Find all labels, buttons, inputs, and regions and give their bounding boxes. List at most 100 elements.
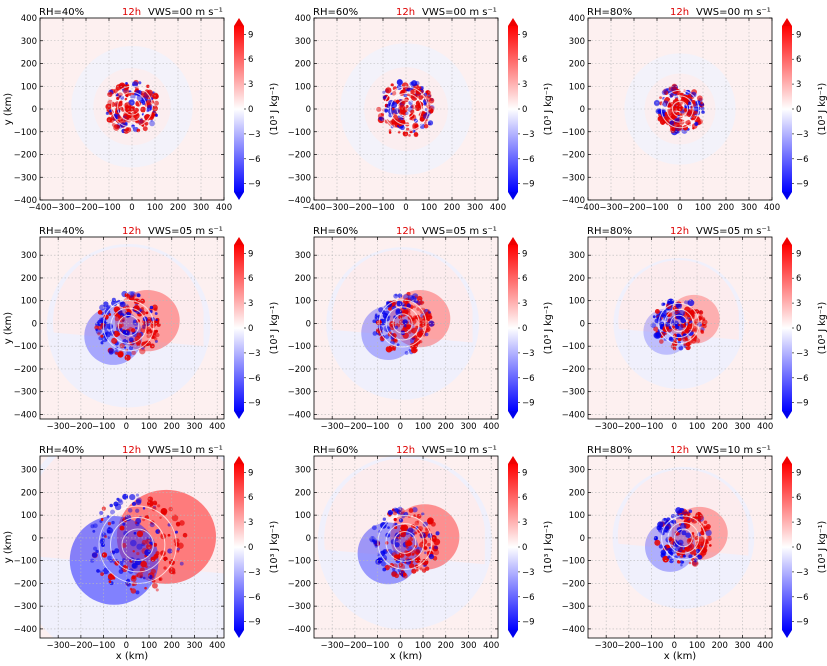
speckle <box>139 348 146 355</box>
x-tick-label: 0 <box>124 641 129 651</box>
speckle <box>705 540 710 545</box>
speckle <box>428 320 435 327</box>
colorbar-fill <box>782 26 792 192</box>
y-tick-label: 400 <box>295 14 311 24</box>
field-8 <box>588 456 772 638</box>
grid <box>314 456 498 638</box>
speckle <box>659 339 664 344</box>
x-tick-label: −200 <box>343 422 366 432</box>
colorbar-tick-label: 3 <box>522 299 527 309</box>
speckle <box>152 500 158 506</box>
y-tick-label: 0 <box>306 534 311 544</box>
speckle <box>424 551 427 555</box>
speckle <box>658 116 662 121</box>
y-tick-label: −400 <box>562 410 585 420</box>
speckle <box>706 535 712 542</box>
speckle <box>427 542 431 547</box>
core-speckles <box>650 298 708 351</box>
y-axis-label: y (km) <box>3 531 14 564</box>
speckle <box>106 323 114 330</box>
grid <box>588 456 772 638</box>
panel-2-3: −300 −200 −100 0 100 200 300 400−400−300−200−10… <box>562 226 827 432</box>
colorbar-label: (10³ J kg⁻¹) <box>817 83 827 136</box>
speckle <box>111 299 118 307</box>
colorbar-tick-label: 9 <box>248 30 253 40</box>
speckle <box>663 309 667 313</box>
x-tick-label: −100 <box>366 641 389 651</box>
speckle <box>149 305 154 310</box>
x-axis-label: x (km) <box>390 651 423 662</box>
speckle <box>700 101 704 105</box>
core-speckles <box>369 506 441 579</box>
speckle <box>415 568 419 572</box>
colorbar-tick-label: −9 <box>522 399 535 409</box>
colorbar-extend-top <box>782 237 792 245</box>
colorbar-tick-label: 3 <box>796 518 801 528</box>
y-tick-label: 200 <box>569 274 585 284</box>
colorbar: 9 6 3 0 −3 −6 −9 (10³ J kg⁻¹) <box>508 456 554 638</box>
speckle <box>149 120 155 127</box>
speckle <box>121 542 127 548</box>
speckle <box>176 547 180 551</box>
y-tick-label: −300 <box>14 173 37 183</box>
y-tick-label: −400 <box>562 196 585 206</box>
panel-2-2: −300 −200 −100 0 100 200 300 400−400−300−200−10… <box>288 226 554 432</box>
speckle <box>406 291 411 296</box>
speckle <box>102 324 108 331</box>
speckle <box>152 105 158 112</box>
speckle <box>131 583 135 587</box>
y-tick-label: 100 <box>569 511 585 521</box>
speckle <box>145 311 149 315</box>
x-tick-label: 400 <box>216 203 232 213</box>
y-tick-label: 300 <box>21 37 37 47</box>
vws-label: VWS=05 m s⁻¹ <box>148 226 223 237</box>
speckle <box>689 548 697 555</box>
y-tick-label: 0 <box>32 534 37 544</box>
speckle <box>688 509 693 514</box>
speckle <box>136 293 141 298</box>
speckle <box>142 576 146 580</box>
x-tick-label: 200 <box>444 203 460 213</box>
colorbar-extend-bottom <box>234 630 244 638</box>
panel-1-3: −400 −300 −200 −100 0 100 200 300 400−400−300−20… <box>562 7 827 213</box>
colorbar-tick-label: −3 <box>522 130 535 140</box>
rh-label: RH=80% <box>587 445 632 456</box>
speckle <box>99 510 104 516</box>
speckle <box>131 501 137 507</box>
speckle <box>130 539 137 547</box>
speckle <box>132 319 137 324</box>
speckle <box>399 524 406 531</box>
y-tick-label: 0 <box>306 105 311 115</box>
speckle <box>403 93 408 98</box>
y-tick-label: 0 <box>580 319 585 329</box>
colorbar-label: (10³ J kg⁻¹) <box>543 521 554 574</box>
colorbar-tick-label: −6 <box>522 155 535 165</box>
speckle <box>108 526 111 530</box>
speckle <box>659 96 662 100</box>
speckle <box>148 574 153 580</box>
core-ring <box>110 307 147 344</box>
speckle <box>695 548 701 554</box>
colorbar-tick-label: −6 <box>796 155 809 165</box>
speckle <box>135 493 140 497</box>
speckle <box>654 539 661 546</box>
colorbar-extend-top <box>782 18 792 26</box>
speckle <box>105 103 112 110</box>
speckle <box>405 558 412 565</box>
speckle <box>129 346 134 351</box>
speckle <box>668 536 673 542</box>
plot-frame <box>39 236 225 420</box>
speckle <box>698 310 704 315</box>
colorbar-tick-label: −6 <box>522 593 535 603</box>
speckle <box>382 548 388 555</box>
core-speckles <box>372 291 435 355</box>
colorbar-label: (10³ J kg⁻¹) <box>269 521 280 574</box>
speckle <box>391 552 397 558</box>
colorbar-fill <box>782 464 792 630</box>
colorbar-tick-label: 3 <box>522 518 527 528</box>
speckle <box>154 113 158 117</box>
speckle <box>378 116 382 121</box>
grid <box>40 456 224 638</box>
colorbar-tick-label: 9 <box>796 30 801 40</box>
speckle <box>154 329 159 333</box>
